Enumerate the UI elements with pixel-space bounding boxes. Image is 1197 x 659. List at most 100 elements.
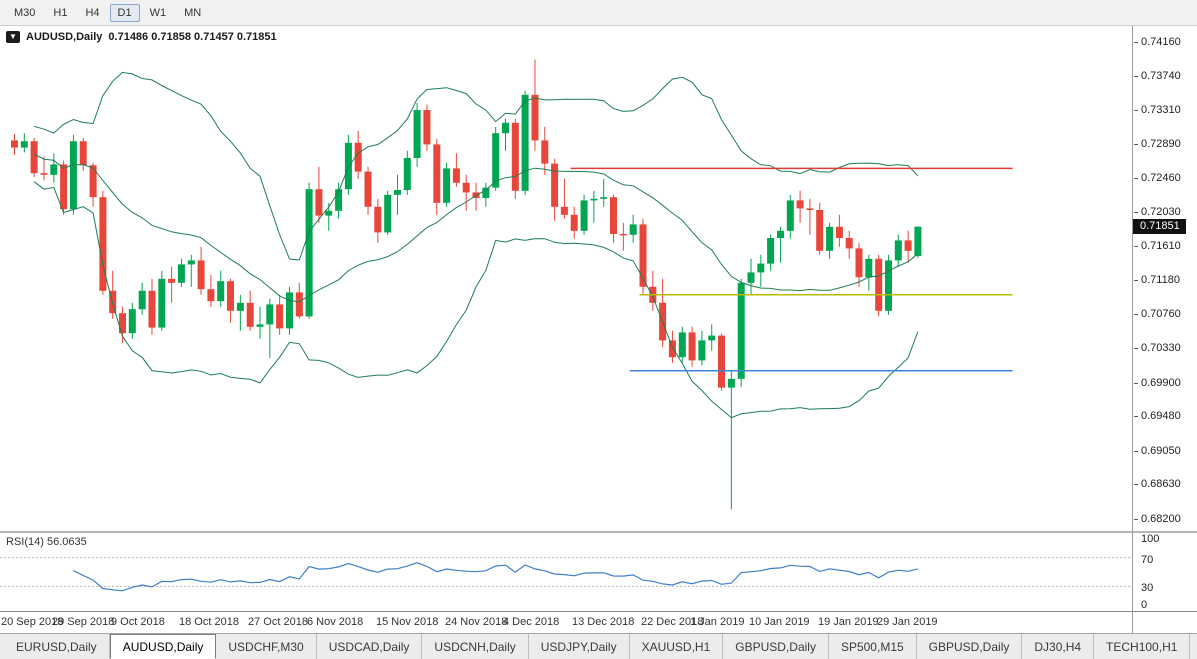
candle [875, 254, 883, 317]
candle [30, 138, 38, 178]
candle [11, 134, 18, 155]
candle [659, 278, 667, 347]
candle [286, 286, 293, 335]
date-label: 6 Nov 2018 [307, 616, 364, 628]
candle [688, 326, 696, 367]
rsi-axis-label: 0 [1141, 599, 1148, 611]
timeframe-button-d1[interactable]: D1 [109, 3, 140, 22]
time-axis[interactable]: 20 Sep 2018 29 Sep 2018 9 Oct 2018 18 Oct 2… [0, 611, 1132, 633]
candle [855, 242, 863, 287]
candle [708, 324, 716, 351]
timeframe-button-w1[interactable]: W1 [149, 6, 167, 19]
chart-tab-dj30-h4[interactable]: DJ30,H4 [1022, 634, 1095, 659]
candle [246, 290, 254, 331]
chart-menu-icon[interactable]: ▼ [6, 31, 20, 43]
date-label: 20 Sep 2018 [1, 616, 64, 628]
date-label: 10 Jan 2019 [749, 616, 810, 628]
candle [914, 226, 922, 259]
candle [845, 230, 853, 259]
candle [158, 270, 166, 331]
candle [727, 370, 735, 510]
candle [629, 214, 637, 243]
price-axis[interactable]: 0.74160 0.73740 0.73310 0.72890 0.72460 0.720… [1133, 26, 1197, 531]
candle [374, 198, 382, 243]
candle [394, 174, 401, 215]
candle [904, 230, 912, 263]
chart-tab-usdcad-daily[interactable]: USDCAD,Daily [317, 634, 423, 659]
chart-area: ▼ AUDUSD,Daily 0.71486 0.71858 0.71457 0… [0, 26, 1197, 633]
candle [482, 182, 490, 207]
date-label: 4 Dec 2018 [503, 616, 560, 628]
rsi-scale-axis[interactable]: 100 70 30 0 [1133, 531, 1197, 611]
candle [610, 194, 617, 243]
chart-tab-audusd-daily[interactable]: AUDUSD,Daily [109, 634, 217, 659]
chart-tab-usdchf-m30[interactable]: USDCHF,M30 [216, 634, 317, 659]
date-label: 15 Nov 2018 [376, 616, 439, 628]
chart-tab-gbpusd-daily[interactable]: GBPUSD,Daily [917, 634, 1023, 659]
price-chart-canvas[interactable] [0, 26, 1132, 531]
chart-tab-sp500-m15[interactable]: SP500,M15 [829, 634, 917, 659]
candle [816, 202, 824, 255]
chart-tab-usdjpy-daily[interactable]: USDJPY,Daily [529, 634, 630, 659]
price-axis-label: 0.70330 [1133, 342, 1181, 354]
timeframe-button-h4[interactable]: H4 [85, 6, 100, 19]
candle [364, 166, 372, 215]
candle [276, 294, 284, 335]
bollinger-upper-band [33, 71, 919, 261]
candle [551, 158, 559, 222]
price-pane[interactable]: ▼ AUDUSD,Daily 0.71486 0.71858 0.71457 0… [0, 26, 1132, 531]
candle [698, 330, 706, 366]
candle [305, 182, 313, 319]
candle [443, 162, 451, 207]
timeframe-button-m30[interactable]: M30 [14, 6, 36, 19]
price-axis-label: 0.73740 [1133, 70, 1181, 82]
chart-tab-eurusd-daily[interactable]: EURUSD,Daily [4, 634, 110, 659]
candle [452, 153, 460, 187]
timeframe-toolbar: M30 H1 H4 D1 W1 MN [0, 0, 1197, 26]
rsi-axis-label: 70 [1141, 554, 1154, 566]
timeframe-button-mn[interactable]: MN [184, 6, 202, 19]
chart-tab-gbpusd-daily[interactable]: GBPUSD,Daily [723, 634, 829, 659]
rsi-pane[interactable]: RSI(14) 56.0635 [0, 531, 1132, 611]
candle [177, 258, 185, 287]
candle [767, 234, 775, 271]
candle [413, 102, 421, 167]
chart-tab-tech100-h1[interactable]: TECH100,H1 [1094, 634, 1191, 659]
candle [187, 254, 195, 287]
candle [580, 194, 588, 235]
price-axis-label: 0.72890 [1133, 138, 1181, 150]
date-label: 22 Dec 2018 [641, 616, 704, 628]
price-axis-label: 0.70760 [1133, 308, 1181, 320]
bollinger-lower-band [33, 181, 919, 419]
candle [40, 156, 48, 181]
candle [227, 278, 234, 323]
candle [757, 254, 765, 287]
candle [786, 194, 794, 239]
timeframe-button-h1[interactable]: H1 [53, 6, 68, 19]
chart-title-ohlc: 0.71486 0.71858 0.71457 0.71851 [108, 31, 277, 43]
chart-tab-xauusd-h1[interactable]: XAUUSD,H1 [630, 634, 724, 659]
rsi-chart-canvas[interactable] [0, 533, 1132, 611]
candle [600, 178, 608, 207]
candle [492, 126, 500, 191]
candle [384, 190, 392, 235]
candle [335, 182, 343, 219]
candle [168, 266, 176, 303]
candle [20, 133, 28, 153]
candle [207, 274, 215, 307]
candle [423, 104, 431, 151]
candle [737, 278, 745, 387]
date-label: 19 Jan 2019 [818, 616, 879, 628]
date-label: 9 Oct 2018 [111, 616, 165, 628]
chart-tab-usdcnh-daily[interactable]: USDCNH,Daily [422, 634, 529, 659]
chart-title-symbol: AUDUSD,Daily [26, 31, 103, 43]
chart-tabs-bar: EURUSD,Daily AUDUSD,Daily USDCHF,M30 USDCAD… [0, 633, 1197, 659]
date-label: 24 Nov 2018 [445, 616, 508, 628]
candle [541, 126, 549, 175]
candle [560, 178, 568, 219]
price-axis-label: 0.71180 [1133, 274, 1180, 286]
candle [433, 138, 441, 215]
candle [315, 166, 323, 223]
candle [256, 306, 264, 339]
